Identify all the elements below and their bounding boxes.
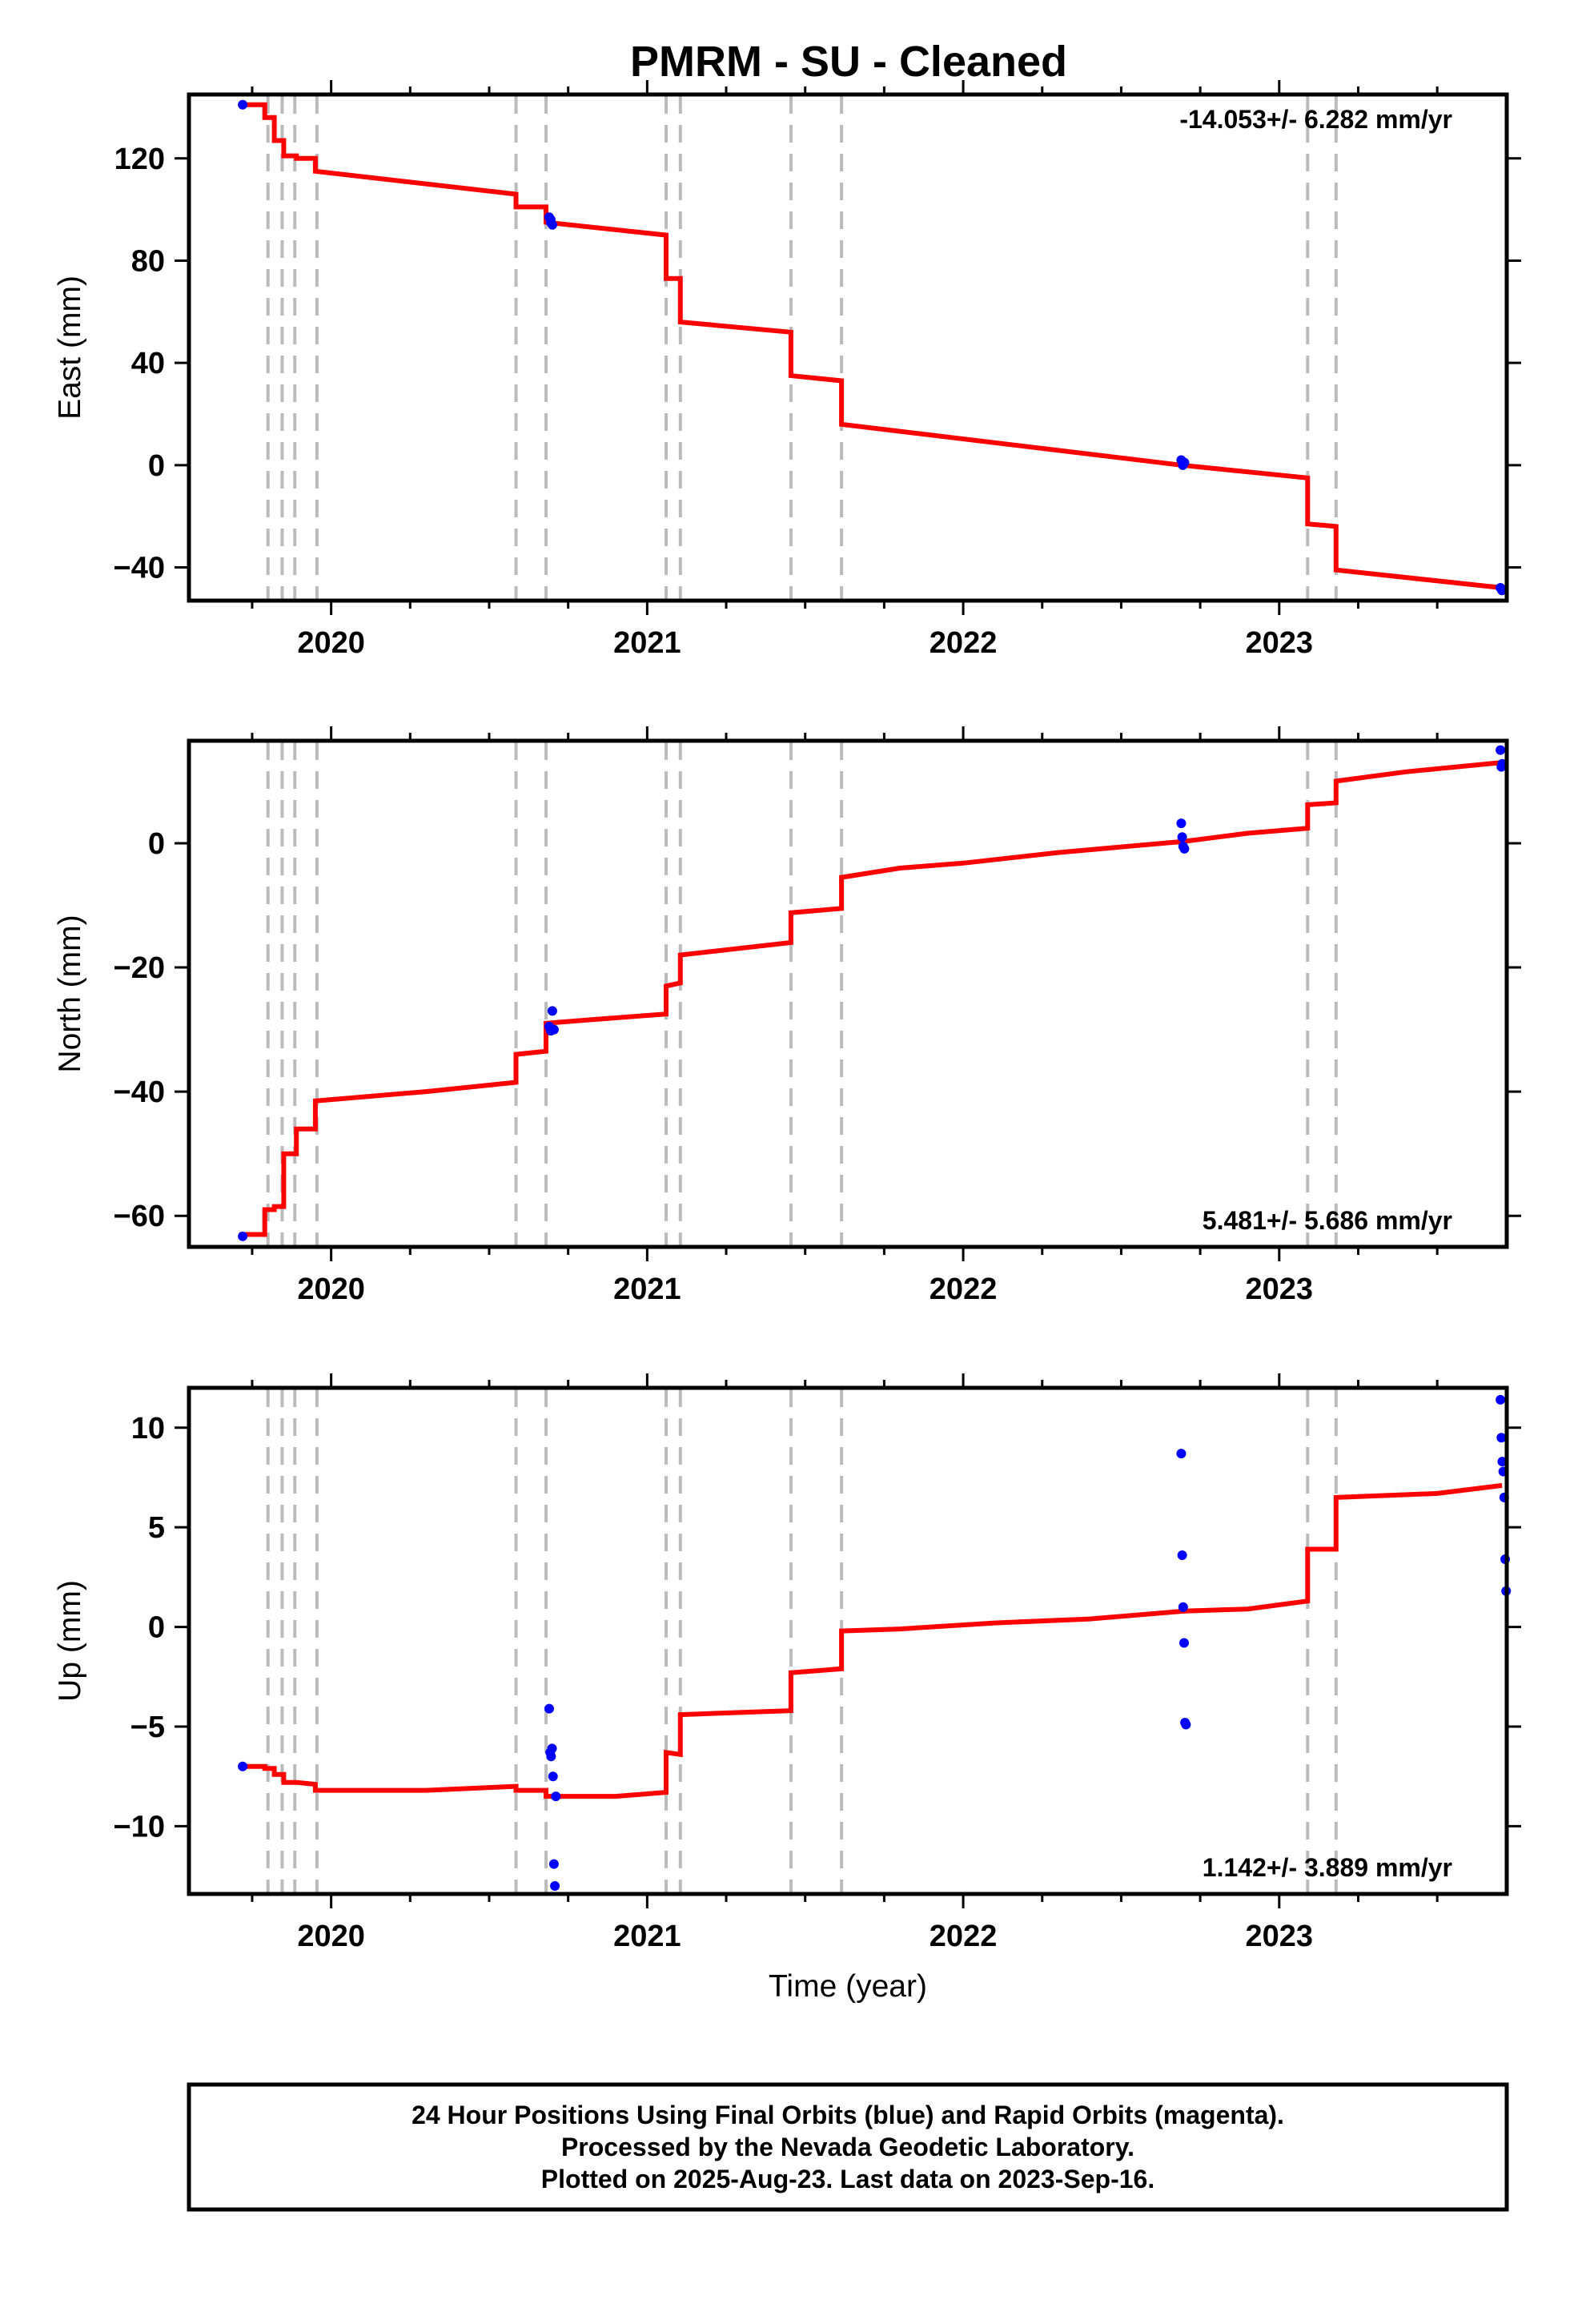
panel-frame [187, 92, 1509, 603]
x-tick-label: 2020 [297, 626, 365, 660]
footer-frame [187, 2082, 1509, 2212]
panel-frame [187, 1385, 1509, 1896]
velocity-annotation: 5.481+/- 5.686 mm/yr [1203, 1206, 1452, 1235]
final-orbit-point [550, 1881, 560, 1892]
footer-box: 24 Hour Positions Using Final Orbits (bl… [187, 2082, 1509, 2212]
y-tick-label: 5 [148, 1511, 165, 1545]
final-orbit-point [546, 1751, 556, 1762]
final-orbit-point [548, 1859, 559, 1869]
east-panel: 2020 2021 2022 2023 −40 0 40 80 120 East (mm) -14.… [53, 80, 1521, 660]
final-orbit-point [1177, 1550, 1187, 1561]
y-tick-label: −40 [114, 1076, 165, 1109]
final-orbit-point [547, 1006, 557, 1016]
x-axis-label: Time (year) [769, 1969, 927, 2004]
y-tick-label: 0 [148, 1611, 165, 1645]
velocity-annotation: 1.142+/- 3.889 mm/yr [1203, 1853, 1452, 1882]
y-tick-label: 40 [131, 347, 165, 380]
model-series-line [239, 1482, 1503, 1799]
figure-title: PMRM - SU - Cleaned [630, 38, 1067, 86]
model-series-line [239, 102, 1503, 590]
final-orbit-point [238, 1231, 248, 1241]
final-orbit-point [1176, 1449, 1186, 1459]
y-tick-label: −10 [114, 1810, 165, 1844]
final-orbit-point [1497, 585, 1508, 596]
y-tick-label: 80 [131, 244, 165, 278]
velocity-annotation: -14.053+/- 6.282 mm/yr [1179, 105, 1452, 134]
y-tick-label: −20 [114, 951, 165, 985]
y-axis-label: North (mm) [53, 915, 87, 1072]
x-tick-label: 2020 [297, 1273, 365, 1306]
final-orbit-point [1497, 758, 1508, 769]
y-tick-label: −40 [114, 552, 165, 585]
x-tick-label: 2021 [613, 626, 681, 660]
x-tick-label: 2023 [1246, 1920, 1314, 1953]
final-orbit-point [548, 1024, 559, 1035]
final-orbit-point [1496, 745, 1506, 755]
x-tick-label: 2022 [930, 1920, 998, 1953]
north-panel: 2020 2021 2022 2023 −60 −40 −20 0 North (mm) 5.48… [53, 726, 1521, 1306]
final-orbit-point [1497, 1457, 1508, 1467]
final-orbit-point [1179, 843, 1190, 854]
x-tick-label: 2022 [930, 1273, 998, 1306]
y-tick-label: 0 [148, 827, 165, 861]
final-orbit-point [548, 1771, 558, 1782]
final-orbit-point [1178, 1638, 1189, 1648]
final-orbit-point [238, 1761, 248, 1771]
x-tick-label: 2021 [613, 1273, 681, 1306]
final-orbit-point [1496, 1433, 1507, 1443]
y-tick-label: 10 [131, 1412, 165, 1445]
footer-line-3: Plotted on 2025-Aug-23. Last data on 202… [541, 2165, 1154, 2193]
x-tick-label: 2021 [613, 1920, 681, 1953]
final-orbit-point [1176, 818, 1186, 829]
up-panel: 2020 2021 2022 2023 −10 −5 0 5 10 Up (mm) 1.142+/-… [53, 1373, 1521, 2004]
final-orbit-point [238, 99, 248, 110]
footer-line-1: 24 Hour Positions Using Final Orbits (bl… [412, 2101, 1284, 2129]
final-orbit-point [1496, 1394, 1506, 1405]
y-axis-label: Up (mm) [53, 1580, 87, 1702]
final-orbit-point [544, 1703, 554, 1714]
final-orbit-point [551, 1791, 561, 1802]
panel-frame [187, 738, 1509, 1249]
x-tick-label: 2020 [297, 1920, 365, 1953]
y-tick-label: −5 [130, 1711, 165, 1744]
final-orbit-point [1179, 457, 1190, 468]
y-axis-label: East (mm) [53, 275, 87, 420]
x-tick-label: 2023 [1246, 626, 1314, 660]
y-tick-label: 120 [114, 143, 165, 176]
y-tick-label: −60 [114, 1200, 165, 1233]
final-orbit-point [547, 1743, 557, 1754]
model-series-line [239, 760, 1503, 1237]
final-orbit-point [1178, 1602, 1188, 1612]
final-orbit-point [545, 215, 556, 225]
final-orbit-point [1181, 1719, 1191, 1730]
final-orbit-point [1177, 832, 1187, 842]
x-tick-label: 2022 [930, 626, 998, 660]
footer-line-2: Processed by the Nevada Geodetic Laborat… [561, 2133, 1134, 2161]
y-tick-label: 0 [148, 449, 165, 483]
x-tick-label: 2023 [1246, 1273, 1314, 1306]
